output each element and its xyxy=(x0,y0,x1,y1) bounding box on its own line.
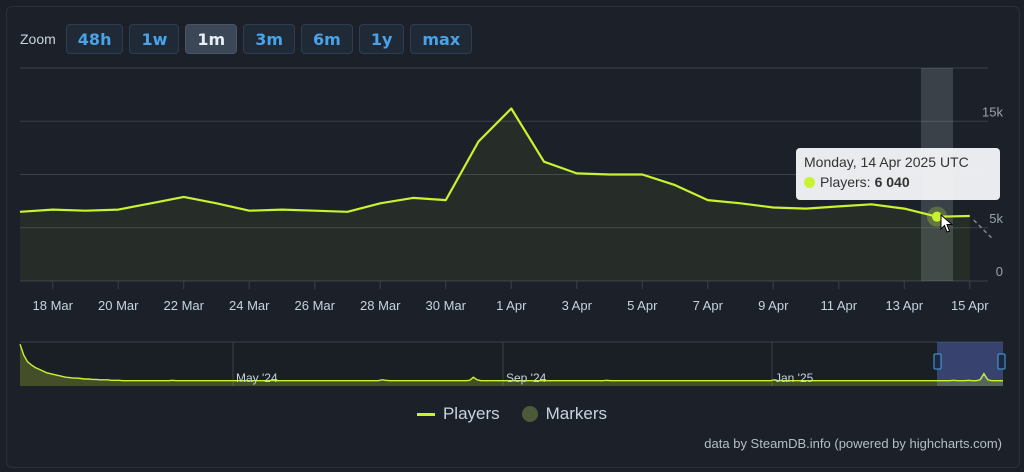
zoom-button-max[interactable]: max xyxy=(410,24,473,54)
zoom-button-1w[interactable]: 1w xyxy=(129,24,180,54)
chart-container xyxy=(6,6,1020,468)
x-tick-label: 26 Mar xyxy=(295,298,336,313)
x-tick-label: 11 Apr xyxy=(820,298,857,313)
x-tick-label: 7 Apr xyxy=(693,298,724,313)
mouse-cursor-icon xyxy=(940,214,954,233)
navigator-background xyxy=(20,342,1003,386)
legend-label-markers: Markers xyxy=(545,404,608,423)
zoom-bar: Zoom 48h 1w 1m 3m 6m 1y max xyxy=(20,24,473,54)
x-tick-label: 9 Apr xyxy=(758,298,789,313)
players-area xyxy=(20,108,970,281)
navigator-handle-right[interactable] xyxy=(997,353,1006,370)
credits[interactable]: data by SteamDB.info (powered by highcha… xyxy=(704,436,1002,451)
y-tick-label: 5k xyxy=(989,211,1003,226)
legend: Players Markers xyxy=(0,404,1024,424)
navigator-chart[interactable]: May '24 Sep '24 Jan '25 xyxy=(0,338,1024,394)
tooltip: Monday, 14 Apr 2025 UTC Players: 6 040 xyxy=(796,148,1000,200)
x-tick-label: 3 Apr xyxy=(562,298,593,313)
navigator-line xyxy=(19,343,1003,382)
zoom-button-1m[interactable]: 1m xyxy=(185,24,238,54)
zoom-button-6m[interactable]: 6m xyxy=(301,24,353,54)
zoom-label: Zoom xyxy=(20,31,56,47)
x-tick-label: 1 Apr xyxy=(496,298,527,313)
zoom-button-1y[interactable]: 1y xyxy=(358,24,405,54)
legend-item-markers[interactable]: Markers xyxy=(521,404,608,424)
tooltip-date: Monday, 14 Apr 2025 UTC xyxy=(804,154,969,170)
tooltip-value: 6 040 xyxy=(874,174,910,190)
main-chart[interactable]: 0 5k 15k 18 Mar 20 Mar 22 Mar 24 Mar 26 Mar 28 M… xyxy=(0,60,1024,325)
x-tick-label: 22 Mar xyxy=(164,298,205,313)
x-tick-label: 18 Mar xyxy=(33,298,74,313)
zoom-button-3m[interactable]: 3m xyxy=(243,24,295,54)
x-tick-label: 5 Apr xyxy=(627,298,658,313)
x-tick-label: 30 Mar xyxy=(426,298,467,313)
players-line xyxy=(19,107,970,218)
x-tick-label: 13 Apr xyxy=(885,298,923,313)
x-tick-label: 20 Mar xyxy=(98,298,139,313)
legend-line-icon xyxy=(416,412,435,416)
legend-item-players[interactable]: Players xyxy=(416,404,500,424)
legend-circle-icon xyxy=(521,406,538,422)
y-tick-label: 15k xyxy=(982,104,1003,119)
tooltip-series-label: Players: xyxy=(820,174,871,190)
x-tick-label: 24 Mar xyxy=(229,298,270,313)
zoom-button-48h[interactable]: 48h xyxy=(65,24,124,54)
tooltip-series-dot xyxy=(804,176,815,188)
x-tick-label: 15 Apr xyxy=(951,298,989,313)
navigator-selection[interactable] xyxy=(937,342,1003,386)
navigator-label: May '24 xyxy=(236,371,278,385)
y-tick-label: 0 xyxy=(996,264,1003,279)
navigator-area xyxy=(20,344,1003,386)
navigator-label: Jan '25 xyxy=(775,371,814,385)
navigator-label: Sep '24 xyxy=(506,371,547,385)
legend-label-players: Players xyxy=(442,404,500,423)
x-tick-label: 28 Mar xyxy=(360,298,401,313)
projection-line xyxy=(973,219,993,239)
data-point xyxy=(932,211,942,222)
navigator-handle-left[interactable] xyxy=(933,353,942,370)
